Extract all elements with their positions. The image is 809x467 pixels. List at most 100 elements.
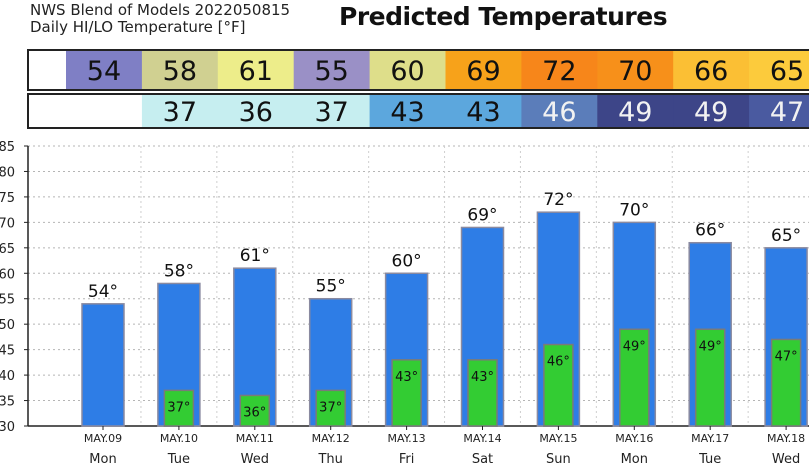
x-tick-label: MAY.14 [463,432,501,445]
hi-row-cell [597,51,674,89]
hi-row-value: 69 [466,56,500,87]
lo-bar [619,328,650,427]
hi-row-cell [445,51,522,89]
hi-bar-label: 72° [543,190,573,210]
hi-row-value: 60 [390,56,424,87]
y-tick-label: 65 [0,242,15,257]
hi-bar-label: 65° [771,226,801,246]
lo-row-value: 49 [618,97,652,128]
y-tick-label: 45 [0,344,15,359]
lo-row-cell [445,95,522,127]
y-tick-label: 80 [0,165,15,180]
hi-bar-label: 55° [316,277,346,297]
hi-row-value: 70 [618,56,652,87]
x-tick-label: MAY.15 [539,432,577,445]
hi-row-value: 61 [239,56,273,87]
lo-row-value: 46 [542,97,576,128]
x-day-label: Wed [772,452,800,467]
y-tick-label: 85 [0,140,15,155]
lo-row-cell [597,95,674,127]
lo-bar-label: 43° [471,370,494,385]
lo-bar [694,328,726,427]
x-day-label: Wed [241,452,269,467]
x-tick-label: MAY.18 [767,432,805,445]
x-day-label: Mon [89,452,116,467]
lo-bar-label: 46° [547,355,570,370]
lo-row-value: 43 [390,97,424,128]
lo-row-value: 47 [770,97,804,128]
lo-bar-label: 37° [319,400,342,415]
chart-units-label: Daily HI/LO Temperature [°F] [30,18,246,36]
lo-row-cell [141,95,219,127]
hi-bar [81,303,125,427]
lo-bar [315,389,346,427]
lo-bar [770,338,802,427]
hi-row-value: 72 [542,56,576,87]
chart-source-label: NWS Blend of Models 2022050815 [30,1,291,19]
x-tick-label: MAY.16 [615,432,653,445]
y-tick-label: 55 [0,293,15,308]
lo-row-value: 49 [694,97,728,128]
y-tick-label: 35 [0,395,15,410]
y-tick-label: 60 [0,267,15,282]
lo-row-cell [369,95,446,127]
lo-bar-label: 36° [243,405,266,420]
lo-row-cell [749,95,809,127]
hi-row-cell [217,51,295,89]
hi-row-cell [749,51,809,89]
x-day-label: Tue [698,452,721,467]
x-day-label: Sun [546,452,571,467]
hi-row-cell [293,51,371,89]
lo-row-cell [673,95,750,127]
hi-row-cell [673,51,750,89]
lo-row-cell [293,95,371,127]
lo-row-value: 36 [239,97,273,128]
hi-bar-label: 70° [619,200,649,220]
hi-bar-label: 66° [695,221,725,241]
lo-row-value: 43 [466,97,500,128]
hi-bar-label: 58° [164,261,194,281]
x-tick-label: MAY.13 [388,432,426,445]
hi-row-value: 54 [87,56,121,87]
x-day-label: Thu [317,452,342,467]
y-tick-label: 40 [0,369,15,384]
hi-row-value: 66 [694,56,728,87]
lo-row-cell [521,95,598,127]
x-tick-label: MAY.17 [691,432,729,445]
x-tick-label: MAY.09 [84,432,122,445]
x-tick-label: MAY.12 [312,432,350,445]
hi-row-value: 65 [770,56,804,87]
hi-row-value: 55 [314,56,348,87]
lo-bar [467,359,498,427]
x-day-label: Mon [621,452,648,467]
lo-bar-label: 49° [699,339,722,354]
x-tick-label: MAY.10 [160,432,198,445]
lo-bar-label: 49° [623,339,646,354]
hi-bar-label: 54° [88,282,118,302]
chart-title: Predicted Temperatures [339,2,668,31]
hi-bar-label: 69° [467,205,497,225]
hi-bar-label: 61° [240,246,270,266]
hi-row-cell [66,51,143,89]
lo-bar-label: 47° [775,349,798,364]
lo-bar-label: 37° [167,400,190,415]
lo-row-value: 37 [163,97,197,128]
hi-row-cell [521,51,598,89]
y-tick-label: 75 [0,191,15,206]
x-tick-label: MAY.11 [236,432,274,445]
lo-row-value: 37 [314,97,348,128]
lo-bar [239,394,271,427]
y-tick-label: 50 [0,318,15,333]
x-day-label: Sat [472,452,493,467]
hi-row-cell [369,51,446,89]
x-day-label: Tue [167,452,190,467]
y-tick-label: 30 [0,420,15,435]
lo-bar [543,343,574,427]
x-day-label: Fri [399,452,415,467]
lo-bar-label: 43° [395,370,418,385]
hi-bar-label: 60° [392,251,422,271]
hi-row-value: 58 [163,56,197,87]
hi-row-cell [141,51,219,89]
y-tick-label: 70 [0,216,15,231]
